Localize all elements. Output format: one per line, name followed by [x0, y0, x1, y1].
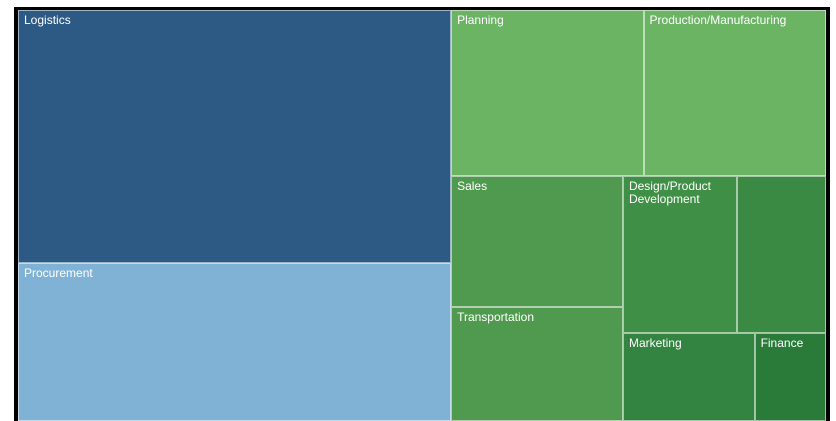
tile: Transportation: [451, 307, 623, 421]
tile-label: Procurement: [24, 266, 93, 281]
tile: Procurement: [18, 263, 452, 421]
tile-label: Design/Product Development: [628, 178, 712, 206]
tile: Finance: [754, 332, 826, 421]
tile-label: Logistics: [24, 13, 71, 27]
tile: Marketing: [622, 332, 755, 421]
tile: Sales: [451, 175, 623, 307]
tile-label: Finance: [760, 335, 804, 350]
tile: Design/Product Development: [622, 175, 738, 333]
tile: Production/Manufacturing: [643, 10, 826, 176]
tile-label: Marketing: [628, 335, 682, 350]
tile: [737, 175, 826, 333]
tile-label: Transportation: [457, 310, 535, 324]
tile-label: Planning: [457, 13, 504, 27]
tile-label: Sales: [457, 178, 488, 193]
tile: Logistics: [18, 10, 452, 264]
tile: Planning: [451, 10, 644, 176]
tile-label: Production/Manufacturing: [649, 13, 787, 27]
